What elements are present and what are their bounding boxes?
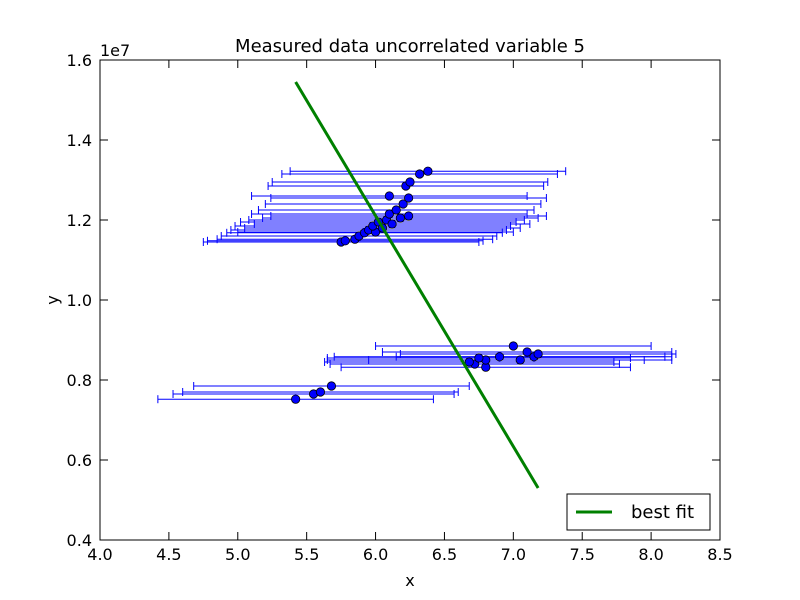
x-axis-ticks: 4.0 4.5 5.0 5.5 6.0 6.5 7.0 7.5 8.0 8.5 [87,60,733,564]
fit-layer [294,81,540,489]
y-tick-label: 1.0 [67,291,92,310]
data-point [291,394,301,404]
data-point [494,352,505,362]
x-tick-label: 6.0 [363,545,388,564]
x-tick-label: 7.5 [569,545,594,564]
y-tick-label: 1.6 [67,51,92,70]
data-point [533,349,543,359]
y-tick-label: 0.4 [67,531,92,550]
y-tick-label: 0.6 [67,451,92,470]
x-tick-label: 6.5 [432,545,457,564]
data-point [464,357,474,367]
y-tick-label: 1.2 [67,211,92,230]
data-point [395,213,405,223]
x-tick-label: 5.0 [225,545,250,564]
x-tick-label: 4.0 [87,545,112,564]
y-tick-label: 0.8 [67,371,92,390]
x-tick-label: 5.5 [294,545,319,564]
data-point [404,211,414,221]
data-point [326,381,337,391]
data-point [387,219,397,229]
y-axis-label: y [43,295,62,304]
data-point [398,199,408,209]
plot-area [100,60,720,540]
y-axis-ticks: 0.4 0.6 0.8 1.0 1.2 1.4 1.6 [67,51,720,550]
data-point [515,355,525,365]
data-point [404,193,414,203]
x-tick-label: 8.5 [707,545,732,564]
data-point [384,191,394,201]
y-axis-scale-label: 1e7 [100,41,130,60]
data-point [423,166,433,176]
x-axis-label: x [405,571,414,590]
data-point [405,177,415,187]
data-point [315,387,326,397]
data-point [474,353,484,363]
legend-label-best-fit: best fit [631,502,694,523]
y-tick-label: 1.4 [67,131,92,150]
best-fit-line [294,81,540,489]
data-point [384,209,394,219]
data-point [391,205,401,215]
legend: best fit [566,493,711,531]
x-tick-label: 7.0 [501,545,526,564]
x-tick-label: 4.5 [156,545,181,564]
data-point [522,347,532,357]
points-layer [291,166,543,404]
data-point [508,341,518,351]
chart-title: Measured data uncorrelated variable 5 [235,36,585,57]
data-point [340,236,350,246]
data-point [415,169,425,179]
x-tick-label: 8.0 [638,545,663,564]
